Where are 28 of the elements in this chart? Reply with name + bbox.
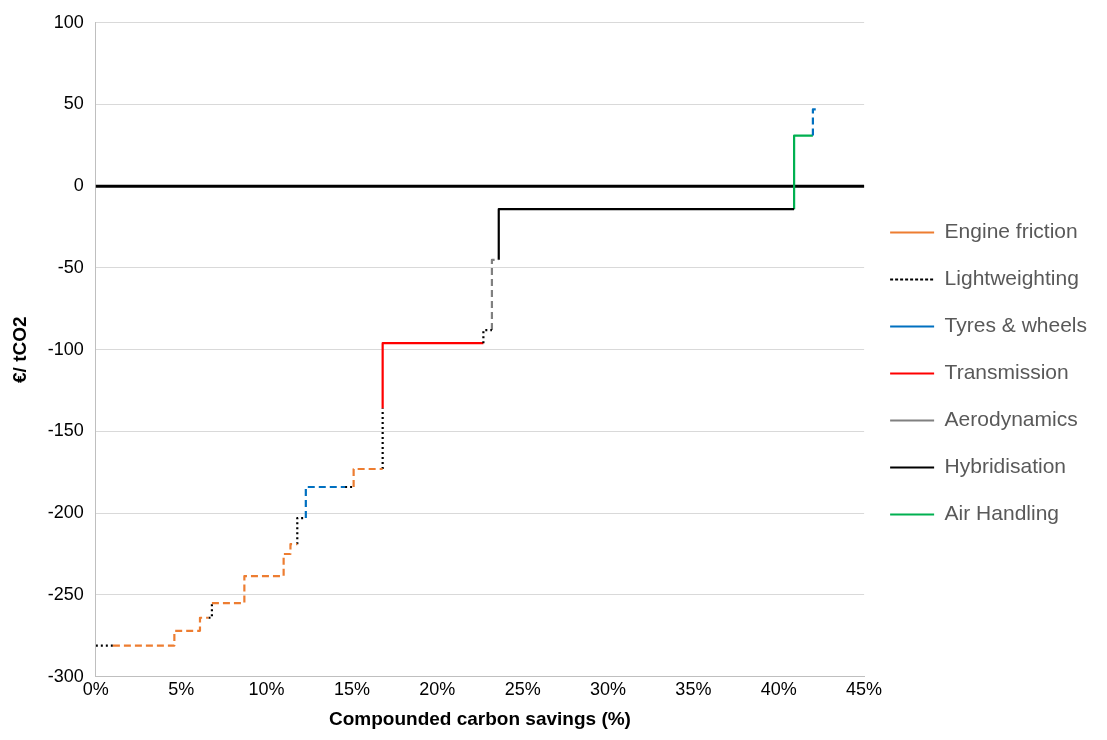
y-tick-label: -200 — [47, 502, 84, 523]
legend-label: Tyres & wheels — [944, 313, 1087, 337]
legend-label: Air Handling — [944, 501, 1060, 525]
x-tick-label: 10% — [248, 679, 285, 700]
x-tick-label: 0% — [82, 679, 109, 700]
x-tick-label: 30% — [590, 679, 627, 700]
y-tick-label: -300 — [47, 665, 84, 686]
x-axis-title: Compounded carbon savings (%) — [329, 707, 631, 729]
x-tick-label: 15% — [333, 679, 370, 700]
y-tick-label: -150 — [47, 420, 84, 441]
legend-label: Transmission — [944, 360, 1069, 384]
x-tick-label: 35% — [675, 679, 712, 700]
x-tick-label: 25% — [504, 679, 541, 700]
y-tick-label: -250 — [47, 583, 84, 604]
x-tick-label: 45% — [846, 679, 883, 700]
y-tick-label: -50 — [57, 256, 84, 277]
legend-label: Engine friction — [944, 219, 1078, 243]
legend-label: Aerodynamics — [944, 407, 1078, 431]
y-axis-title: €/ tCO2 — [8, 316, 30, 383]
y-tick-label: 50 — [63, 93, 84, 114]
y-tick-label: 0 — [73, 175, 84, 196]
y-tick-label: -100 — [47, 338, 84, 359]
x-tick-label: 20% — [419, 679, 456, 700]
x-tick-label: 5% — [168, 679, 195, 700]
legend-label: Hybridisation — [944, 454, 1066, 478]
legend-label: Lightweighting — [944, 266, 1079, 290]
y-tick-label: 100 — [53, 11, 84, 32]
x-tick-label: 40% — [760, 679, 797, 700]
